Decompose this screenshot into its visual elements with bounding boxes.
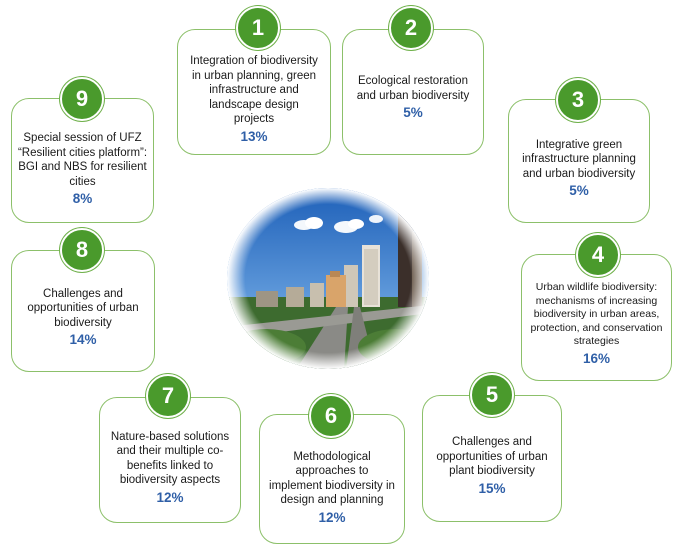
topic-text: Special session of UFZ “Resilient cities… xyxy=(17,132,148,188)
topic-text: Challenges and opportunities of urban pl… xyxy=(436,436,548,478)
topic-text: Ecological restoration and urban biodive… xyxy=(356,75,470,102)
topic-percent: 12% xyxy=(318,509,346,525)
topic-number-badge: 6 xyxy=(309,394,353,438)
topic-number-badge: 4 xyxy=(576,233,620,277)
topic-percent: 16% xyxy=(582,350,611,366)
topic-number-badge: 3 xyxy=(556,78,600,122)
topic-percent: 8% xyxy=(72,191,93,206)
topic-percent: 14% xyxy=(69,332,97,348)
topic-number-badge: 7 xyxy=(146,374,190,418)
topic-text: Methodological approaches to implement b… xyxy=(269,450,395,507)
topic-number-badge: 2 xyxy=(389,6,433,50)
topic-card-8: Challenges and opportunities of urban bi… xyxy=(11,250,155,372)
topic-card-2: Ecological restoration and urban biodive… xyxy=(342,29,484,155)
topic-text: Challenges and opportunities of urban bi… xyxy=(27,287,139,329)
topic-number-badge: 8 xyxy=(60,228,104,272)
topic-number-badge: 5 xyxy=(470,373,514,417)
topic-text: Nature-based solutions and their multipl… xyxy=(110,430,230,487)
topic-card-7: Nature-based solutions and their multipl… xyxy=(99,397,241,523)
topic-number-badge: 1 xyxy=(236,6,280,50)
topic-percent: 15% xyxy=(478,480,506,496)
topic-percent: 13% xyxy=(240,128,268,144)
topic-text: Integrative green infrastructure plannin… xyxy=(522,138,636,180)
topic-number-badge: 9 xyxy=(60,77,104,121)
topic-percent: 12% xyxy=(156,489,184,505)
topic-text: Integration of biodiversity in urban pla… xyxy=(190,55,318,126)
topic-text: Urban wildlife biodiversity: mechanisms … xyxy=(530,281,663,348)
topic-card-1: Integration of biodiversity in urban pla… xyxy=(177,29,331,155)
topic-card-6: Methodological approaches to implement b… xyxy=(259,414,405,544)
city-skyline-image xyxy=(227,188,429,369)
topic-percent: 5% xyxy=(403,105,423,120)
topic-percent: 5% xyxy=(569,183,589,199)
